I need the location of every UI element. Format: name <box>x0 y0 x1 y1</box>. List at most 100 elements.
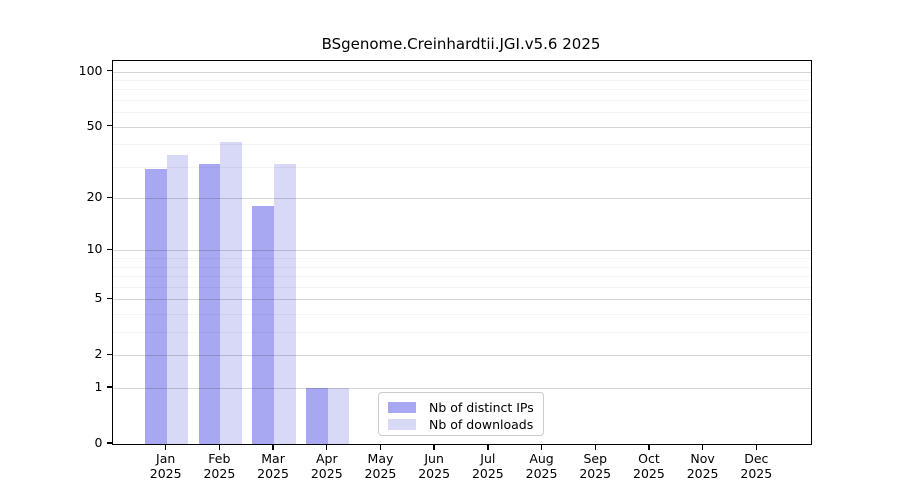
major-gridline-20 <box>113 198 811 200</box>
bar-feb-distinct-ips <box>198 164 221 444</box>
y-tick-mark <box>106 124 112 127</box>
y-tick-label: 2 <box>94 346 103 362</box>
x-tick-label: Dec 2025 <box>726 451 786 481</box>
minor-gridline-6 <box>113 286 811 288</box>
x-tick-month: Jan <box>156 451 176 466</box>
x-tick-year: 2025 <box>203 466 236 481</box>
x-tick-month: Feb <box>208 451 231 466</box>
y-tick-label: 100 <box>78 62 103 78</box>
distinct-ips-swatch <box>388 401 416 413</box>
major-gridline-10 <box>113 250 811 252</box>
x-tick-month: Aug <box>529 451 554 466</box>
minor-gridline-8 <box>113 266 811 268</box>
y-tick-label: 0 <box>94 435 103 450</box>
x-tick-year: 2025 <box>364 466 397 481</box>
y-tick-label: 20 <box>86 189 103 205</box>
minor-gridline-70 <box>113 99 811 101</box>
plot-area <box>112 60 812 445</box>
major-gridline-100 <box>113 71 811 73</box>
x-tick-mark <box>218 444 221 450</box>
y-tick-label: 50 <box>86 117 103 133</box>
x-tick-year: 2025 <box>310 466 343 481</box>
y-tick-mark <box>106 442 112 444</box>
x-tick-year: 2025 <box>149 466 182 481</box>
legend-row-downloads: Nb of downloads <box>388 416 535 432</box>
bar-mar-distinct-ips <box>252 206 275 444</box>
y-tick-label: 10 <box>86 241 103 257</box>
x-tick-year: 2025 <box>740 466 773 481</box>
x-tick-month: Sep <box>583 451 607 466</box>
bar-jan-downloads <box>166 154 189 444</box>
y-tick-mark <box>106 248 112 251</box>
x-tick-month: Nov <box>690 451 715 466</box>
y-tick-label: 1 <box>94 379 103 395</box>
x-tick-year: 2025 <box>686 466 719 481</box>
legend-label-downloads: Nb of downloads <box>429 416 534 432</box>
x-tick-label: May 2025 <box>350 451 410 481</box>
x-tick-year: 2025 <box>579 466 612 481</box>
x-tick-year: 2025 <box>471 466 504 481</box>
bar-mar-downloads <box>274 164 296 444</box>
minor-gridline-4 <box>113 314 811 316</box>
major-gridline-2 <box>113 355 811 357</box>
x-tick-month: Apr <box>315 451 338 466</box>
x-tick-mark <box>379 444 382 450</box>
x-tick-mark <box>594 444 596 450</box>
bar-apr-downloads <box>327 388 350 444</box>
x-tick-label: Jun 2025 <box>404 451 464 481</box>
x-tick-month: Jul <box>480 451 496 466</box>
x-tick-label: Jul 2025 <box>458 451 518 481</box>
legend-row-distinct-ips: Nb of distinct IPs <box>388 399 535 415</box>
downloads-swatch <box>388 418 416 430</box>
bar-apr-distinct-ips <box>306 388 328 444</box>
x-tick-mark <box>540 444 543 450</box>
major-gridline-5 <box>113 299 811 301</box>
x-tick-year: 2025 <box>257 466 289 481</box>
x-tick-mark <box>164 444 167 450</box>
x-tick-mark <box>326 444 328 450</box>
x-tick-mark <box>755 444 757 450</box>
y-tick-mark <box>106 297 112 300</box>
y-tick-mark <box>106 69 112 72</box>
x-tick-month: Dec <box>744 451 769 466</box>
y-tick-mark <box>106 353 112 356</box>
minor-gridline-3 <box>113 332 811 334</box>
legend-label-distinct-ips: Nb of distinct IPs <box>429 399 534 415</box>
x-tick-mark <box>433 444 435 450</box>
minor-gridline-60 <box>113 112 811 114</box>
x-tick-label: Nov 2025 <box>673 451 733 481</box>
x-tick-label: Oct 2025 <box>619 451 679 481</box>
minor-gridline-9 <box>113 258 811 260</box>
major-gridline-50 <box>113 126 811 128</box>
x-tick-mark <box>487 444 489 450</box>
x-tick-label: Apr 2025 <box>297 451 357 481</box>
x-tick-month: May <box>367 451 394 466</box>
x-tick-month: Oct <box>638 451 660 466</box>
x-tick-mark <box>701 444 704 450</box>
y-tick-mark <box>106 196 112 198</box>
x-tick-label: Aug 2025 <box>512 451 572 481</box>
y-tick-mark <box>106 386 112 388</box>
bar-jan-distinct-ips <box>144 169 167 444</box>
x-tick-month: Jun <box>424 451 444 466</box>
minor-gridline-40 <box>113 144 811 146</box>
legend: Nb of distinct IPs Nb of downloads <box>378 392 544 436</box>
y-tick-label: 5 <box>94 290 103 306</box>
x-tick-mark <box>272 444 274 450</box>
minor-gridline-30 <box>113 166 811 168</box>
x-tick-label: Sep 2025 <box>565 451 625 481</box>
minor-gridline-80 <box>113 89 811 91</box>
x-tick-label: Jan 2025 <box>136 451 196 481</box>
x-tick-label: Feb 2025 <box>189 451 249 481</box>
minor-gridline-7 <box>113 276 811 278</box>
x-tick-mark <box>648 444 650 450</box>
x-tick-year: 2025 <box>525 466 558 481</box>
x-tick-month: Mar <box>261 451 285 466</box>
chart-title: BSgenome.Creinhardtii.JGI.v5.6 2025 <box>321 35 601 53</box>
minor-gridline-90 <box>113 79 811 81</box>
bar-feb-downloads <box>220 142 243 444</box>
x-tick-year: 2025 <box>418 466 451 481</box>
x-tick-label: Mar 2025 <box>243 451 303 481</box>
major-gridline-1 <box>113 388 811 390</box>
